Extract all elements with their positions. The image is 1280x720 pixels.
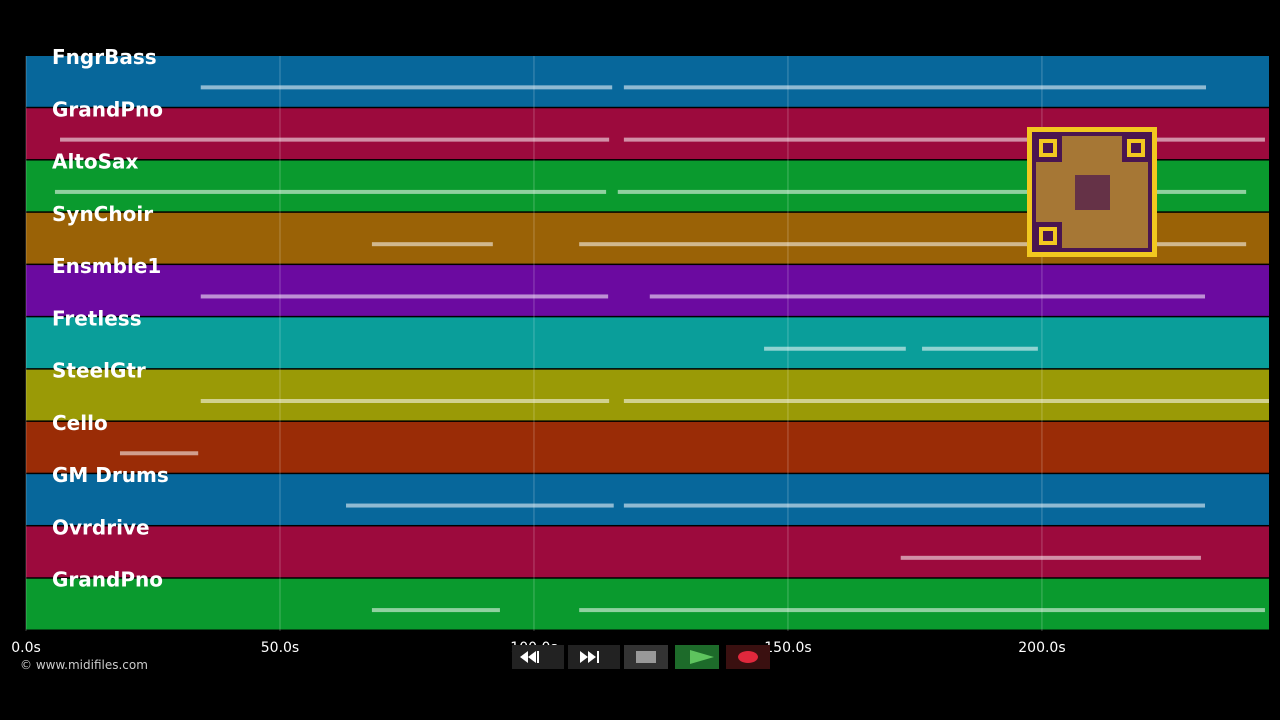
- track-name: AltoSax: [52, 150, 139, 174]
- x-tick-label: 0.0s: [11, 640, 41, 656]
- track-name: Cello: [52, 411, 108, 435]
- note-span: [649, 294, 1205, 299]
- rewind-button[interactable]: [512, 645, 564, 669]
- track-lane: [26, 317, 1269, 369]
- fast-forward-button[interactable]: [568, 645, 620, 669]
- note-span: [623, 503, 1205, 508]
- track-name: Fretless: [52, 306, 142, 330]
- note-span: [623, 137, 1265, 142]
- track-lane: [26, 56, 1269, 107]
- x-tick-label: 50.0s: [261, 640, 299, 656]
- note-span: [617, 189, 1247, 194]
- transport-controls: [512, 645, 770, 669]
- track-name: SynChoir: [52, 202, 153, 226]
- note-span: [623, 85, 1207, 90]
- note-span: [371, 242, 493, 247]
- note-span: [346, 503, 614, 508]
- note-span: [200, 399, 610, 403]
- note-span: [200, 85, 613, 90]
- note-span: [579, 608, 1265, 613]
- track-lane: [26, 421, 1269, 473]
- note-span: [764, 346, 906, 351]
- track-name: GM Drums: [52, 463, 169, 487]
- note-span: [900, 555, 1201, 560]
- track-lane: [26, 578, 1269, 630]
- note-span: [60, 137, 610, 142]
- note-span: [200, 294, 609, 299]
- stop-button[interactable]: [624, 645, 668, 669]
- track-lane: [26, 265, 1269, 316]
- overlay: [1027, 127, 1157, 257]
- note-span: [54, 189, 607, 194]
- note-span: [119, 451, 199, 456]
- track-name: GrandPno: [52, 97, 163, 121]
- play-button[interactable]: [675, 645, 719, 669]
- credit: © www.midifiles.com: [20, 658, 148, 672]
- track-lane: [26, 474, 1269, 525]
- note-span: [579, 242, 1247, 247]
- x-tick-label: 150.0s: [764, 640, 811, 656]
- track-name: Ovrdrive: [52, 515, 150, 539]
- record-button[interactable]: [726, 645, 770, 669]
- track-lane: [26, 369, 1269, 421]
- track-name: GrandPno: [52, 568, 163, 592]
- note-span: [922, 346, 1038, 351]
- note-span: [623, 399, 1269, 403]
- qr-code: [1027, 127, 1157, 257]
- note-span: [371, 608, 500, 613]
- track-name: FngrBass: [52, 45, 157, 69]
- track-name: SteelGtr: [52, 359, 146, 383]
- x-tick-label: 200.0s: [1018, 640, 1065, 656]
- track-lane: [26, 526, 1269, 578]
- track-name: Ensmble1: [52, 254, 161, 278]
